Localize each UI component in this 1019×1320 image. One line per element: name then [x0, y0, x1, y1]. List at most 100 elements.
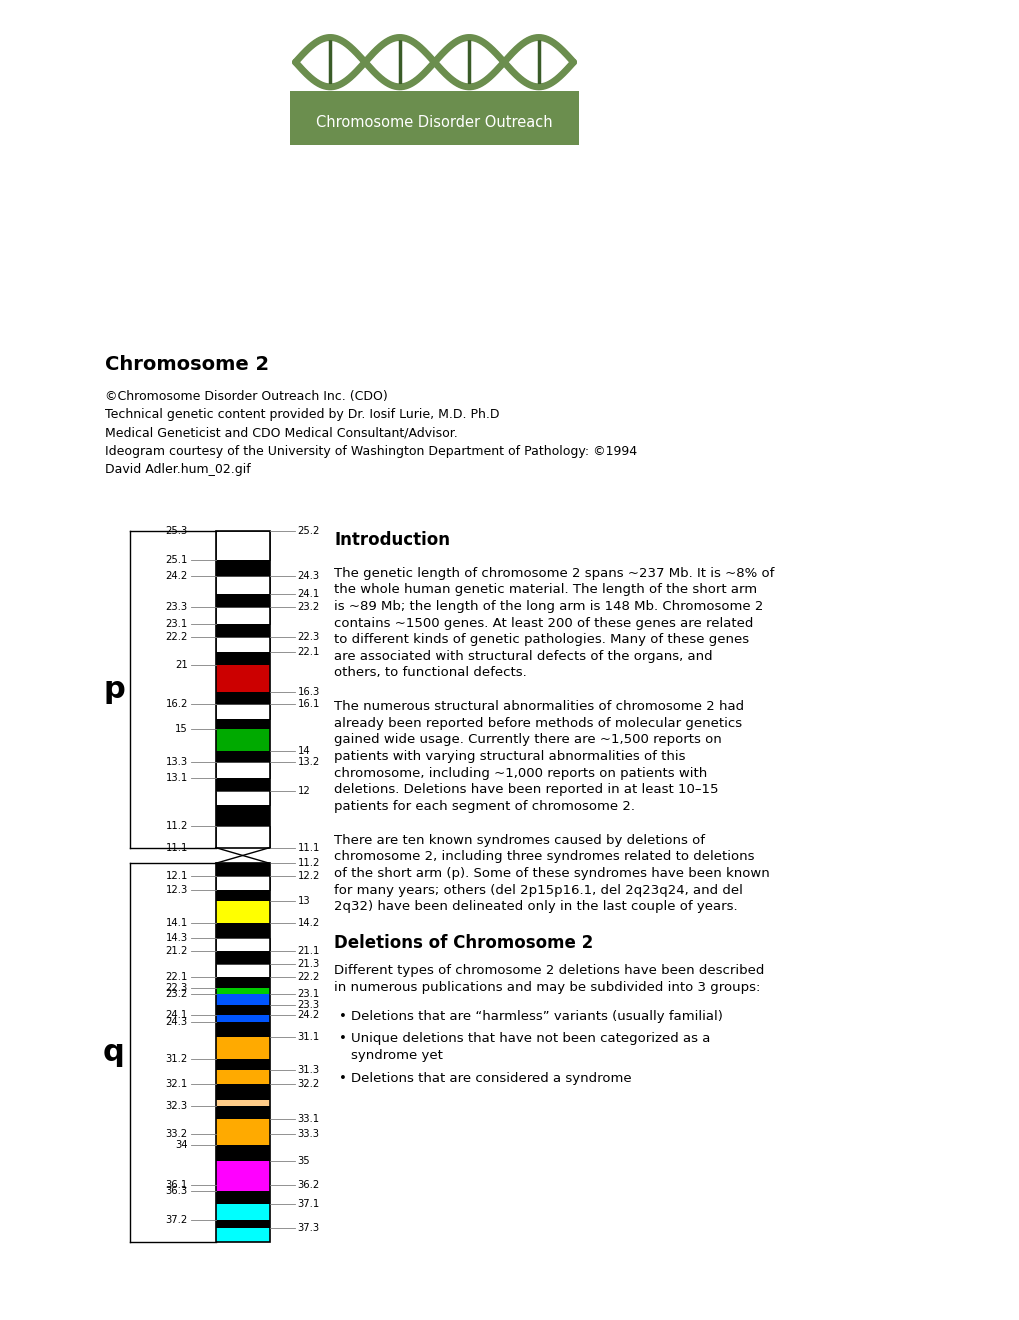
Text: of the short arm (p). Some of these syndromes have been known: of the short arm (p). Some of these synd… — [334, 867, 769, 880]
Text: Chromosome Disorder Outreach: Chromosome Disorder Outreach — [316, 115, 552, 131]
Text: 12: 12 — [298, 785, 310, 796]
Text: ©Chromosome Disorder Outreach Inc. (CDO): ©Chromosome Disorder Outreach Inc. (CDO) — [105, 391, 387, 403]
Text: 16.3: 16.3 — [298, 688, 320, 697]
Text: •: • — [338, 1010, 346, 1023]
Text: 36.1: 36.1 — [165, 1180, 187, 1191]
Text: 11.2: 11.2 — [298, 858, 320, 869]
Text: 33.2: 33.2 — [165, 1130, 187, 1139]
Text: 14: 14 — [298, 746, 310, 756]
Bar — [215, 576, 269, 594]
Text: already been reported before methods of molecular genetics: already been reported before methods of … — [334, 717, 742, 730]
Text: 24.2: 24.2 — [165, 570, 187, 581]
Text: There are ten known syndromes caused by deletions of: There are ten known syndromes caused by … — [334, 834, 705, 846]
Text: 21: 21 — [175, 660, 187, 671]
Text: Deletions that are “harmless” variants (usually familial): Deletions that are “harmless” variants (… — [351, 1010, 721, 1023]
Bar — [215, 876, 269, 891]
Text: •: • — [338, 1072, 346, 1085]
Text: 23.2: 23.2 — [165, 989, 187, 999]
Bar — [215, 1228, 269, 1242]
Text: Introduction: Introduction — [334, 532, 450, 549]
Text: 11.1: 11.1 — [165, 842, 187, 853]
Text: 16.1: 16.1 — [298, 698, 320, 709]
Text: for many years; others (del 2p15p16.1, del 2q23q24, and del: for many years; others (del 2p15p16.1, d… — [334, 883, 743, 896]
Text: Technical genetic content provided by Dr. Iosif Lurie, M.D. Ph.D: Technical genetic content provided by Dr… — [105, 408, 499, 421]
Text: 21.3: 21.3 — [298, 958, 320, 969]
Text: 31.2: 31.2 — [165, 1053, 187, 1064]
Text: chromosome 2, including three syndromes related to deletions: chromosome 2, including three syndromes … — [334, 850, 754, 863]
Text: 12.3: 12.3 — [165, 886, 187, 895]
Bar — [215, 1191, 269, 1204]
Bar — [215, 1134, 269, 1146]
Bar — [215, 805, 269, 826]
Text: 25.3: 25.3 — [165, 527, 187, 536]
Text: 23.3: 23.3 — [298, 999, 319, 1010]
Text: 32.2: 32.2 — [298, 1078, 320, 1089]
Bar — [215, 665, 269, 693]
Text: 2q32) have been delineated only in the last couple of years.: 2q32) have been delineated only in the l… — [334, 900, 738, 913]
Bar — [215, 532, 269, 847]
Bar — [215, 1185, 269, 1191]
Text: 33.3: 33.3 — [298, 1130, 319, 1139]
Bar — [215, 594, 269, 607]
Text: 23.1: 23.1 — [165, 619, 187, 628]
Text: 24.1: 24.1 — [298, 589, 320, 599]
Text: patients with varying structural abnormalities of this: patients with varying structural abnorma… — [334, 750, 686, 763]
Text: 14.2: 14.2 — [298, 917, 320, 928]
Text: 22.1: 22.1 — [165, 972, 187, 982]
Bar — [215, 719, 269, 730]
Text: 37.2: 37.2 — [165, 1214, 187, 1225]
Text: 22.3: 22.3 — [165, 982, 187, 993]
Text: 25.1: 25.1 — [165, 554, 187, 565]
Text: 34: 34 — [175, 1140, 187, 1150]
Text: Chromosome 2: Chromosome 2 — [105, 355, 269, 374]
Bar — [215, 1022, 269, 1038]
Text: is ~89 Mb; the length of the long arm is 148 Mb. Chromosome 2: is ~89 Mb; the length of the long arm is… — [334, 599, 763, 612]
Text: 22.2: 22.2 — [298, 972, 320, 982]
Text: in numerous publications and may be subdivided into 3 groups:: in numerous publications and may be subd… — [334, 981, 760, 994]
Bar — [215, 560, 269, 576]
Text: 37.3: 37.3 — [298, 1222, 319, 1233]
Text: 11.1: 11.1 — [298, 842, 320, 853]
Text: the whole human genetic material. The length of the short arm: the whole human genetic material. The le… — [334, 583, 757, 597]
Bar — [215, 847, 269, 863]
Text: contains ~1500 genes. At least 200 of these genes are related: contains ~1500 genes. At least 200 of th… — [334, 616, 753, 630]
Bar — [215, 1084, 269, 1100]
Text: p: p — [103, 675, 124, 704]
Text: 33.1: 33.1 — [298, 1114, 319, 1123]
Bar — [215, 863, 269, 876]
Text: others, to functional defects.: others, to functional defects. — [334, 667, 527, 680]
Text: The numerous structural abnormalities of chromosome 2 had: The numerous structural abnormalities of… — [334, 700, 744, 713]
Bar — [215, 863, 269, 1242]
Text: 23.3: 23.3 — [165, 602, 187, 612]
Text: David Adler.hum_02.gif: David Adler.hum_02.gif — [105, 463, 251, 475]
Bar — [215, 624, 269, 636]
Bar — [215, 791, 269, 805]
Bar — [215, 1100, 269, 1106]
Text: 23.1: 23.1 — [298, 989, 320, 999]
Text: 12.1: 12.1 — [165, 871, 187, 882]
Text: are associated with structural defects of the organs, and: are associated with structural defects o… — [334, 649, 712, 663]
Text: deletions. Deletions have been reported in at least 10–15: deletions. Deletions have been reported … — [334, 783, 718, 796]
Bar — [215, 636, 269, 652]
Bar — [215, 1005, 269, 1015]
Text: 24.2: 24.2 — [298, 1011, 320, 1020]
Bar — [215, 532, 269, 560]
Text: Unique deletions that have not been categorized as a: Unique deletions that have not been cate… — [351, 1032, 709, 1045]
Text: 35: 35 — [298, 1156, 310, 1166]
Bar — [215, 607, 269, 624]
Bar — [215, 994, 269, 1005]
Text: 15: 15 — [175, 725, 187, 734]
Text: 12.2: 12.2 — [298, 871, 320, 882]
Bar — [215, 751, 269, 762]
Text: 13.3: 13.3 — [165, 758, 187, 767]
Bar — [215, 1015, 269, 1022]
Text: 21.1: 21.1 — [298, 946, 320, 956]
Bar — [215, 1146, 269, 1160]
Bar — [215, 964, 269, 977]
Text: 13.1: 13.1 — [165, 772, 187, 783]
Bar — [215, 891, 269, 902]
Bar — [215, 1220, 269, 1228]
Bar — [215, 777, 269, 791]
Bar — [215, 762, 269, 777]
Bar — [215, 826, 269, 847]
